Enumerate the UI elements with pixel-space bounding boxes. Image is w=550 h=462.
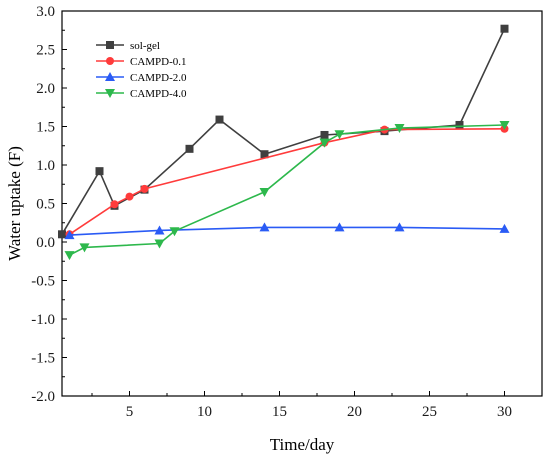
data-point-CAMPD-2.0 (64, 230, 75, 240)
x-tick-label: 5 (126, 404, 134, 420)
data-point-CAMPD-4.0 (79, 243, 90, 253)
legend-label-CAMPD-2.0: CAMPD-2.0 (130, 72, 187, 84)
data-point-sol-gel (500, 24, 509, 33)
data-point-sol-gel (58, 230, 66, 239)
data-point-CAMPD-2.0 (499, 223, 510, 233)
data-point-sol-gel (185, 144, 194, 153)
y-tick-label: 3.0 (36, 4, 55, 20)
data-point-CAMPD-4.0 (64, 251, 75, 261)
data-point-CAMPD-2.0 (394, 222, 405, 232)
legend-label-CAMPD-4.0: CAMPD-4.0 (130, 88, 187, 100)
data-point-CAMPD-4.0 (169, 227, 180, 237)
y-tick-label: -1.5 (31, 351, 55, 367)
data-point-CAMPD-4.0 (499, 120, 510, 130)
x-tick-label: 10 (197, 404, 212, 420)
data-point-CAMPD-4.0 (334, 130, 345, 140)
legend-label-CAMPD-0.1: CAMPD-0.1 (130, 56, 187, 68)
x-axis-label: Time/day (270, 435, 335, 454)
legend-swatch-marker (105, 72, 115, 81)
y-tick-label: -2.0 (31, 389, 55, 405)
legend-label-sol-gel: sol-gel (130, 40, 160, 52)
y-axis-label: Water uptake (F) (5, 146, 24, 261)
x-tick-label: 20 (347, 404, 362, 420)
legend-swatch-marker (106, 41, 114, 49)
series-line-sol-gel (61, 28, 506, 235)
series-line-CAMPD-2.0 (69, 226, 505, 236)
data-point-CAMPD-4.0 (259, 187, 270, 197)
legend-swatch-marker (106, 57, 114, 65)
data-point-sol-gel (455, 120, 464, 129)
data-point-CAMPD-2.0 (154, 225, 165, 235)
y-axis-ticks: -2.0 -1.5 -1.0 -0.5 0.0 0.5 1.0 1.5 2.0 2.5 3.0 (31, 4, 67, 405)
data-point-sol-gel (260, 150, 269, 159)
x-axis-ticks: 5 10 15 20 25 30 (91, 391, 512, 420)
y-tick-label: -1.0 (31, 312, 55, 328)
x-tick-label: 15 (272, 404, 287, 420)
plot-area-frame (61, 10, 543, 397)
x-tick-label: 25 (422, 404, 437, 420)
data-point-CAMPD-4.0 (319, 138, 330, 148)
data-point-CAMPD-2.0 (334, 222, 345, 232)
series-layer (58, 24, 510, 261)
data-point-CAMPD-0.1 (125, 192, 134, 201)
data-point-sol-gel (215, 115, 224, 124)
data-point-CAMPD-0.1 (140, 184, 149, 193)
legend-swatch-marker (105, 89, 115, 98)
legend: sol-gel CAMPD-0.1 CAMPD-2.0 CAMPD-4.0 (96, 40, 187, 100)
y-tick-label: 0.5 (36, 197, 55, 213)
series-line-CAMPD-0.1 (69, 128, 505, 235)
y-tick-label: 1.0 (36, 158, 55, 174)
data-point-CAMPD-2.0 (259, 222, 270, 232)
data-point-sol-gel (320, 130, 329, 139)
y-tick-label: 0.0 (36, 235, 55, 251)
y-tick-label: -0.5 (31, 274, 55, 290)
data-point-CAMPD-0.1 (110, 200, 119, 209)
x-tick-label: 30 (497, 404, 512, 420)
y-tick-label: 2.0 (36, 81, 55, 97)
series-line-CAMPD-4.0 (69, 124, 505, 256)
y-tick-label: 2.5 (36, 43, 55, 59)
y-tick-label: 1.5 (36, 120, 55, 136)
data-point-CAMPD-4.0 (154, 239, 165, 249)
data-point-sol-gel (95, 167, 104, 176)
data-point-CAMPD-4.0 (394, 124, 405, 134)
